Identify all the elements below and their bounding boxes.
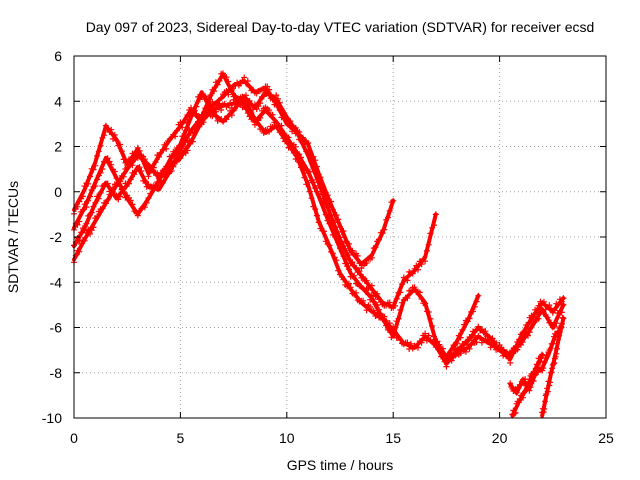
series-trace	[72, 72, 481, 359]
series-satellite-pass-4	[71, 94, 567, 366]
series-plus-markers	[539, 314, 567, 416]
y-tick-label: 0	[54, 184, 62, 200]
x-axis-label: GPS time / hours	[287, 457, 394, 473]
x-tick-label: 10	[279, 430, 295, 446]
y-tick-label: -6	[50, 320, 63, 336]
series-plus-markers	[509, 351, 546, 418]
x-tick-label: 5	[177, 430, 185, 446]
y-axis: -10 -8 -6 -4 -2 0 2 4 6	[42, 48, 606, 426]
series-plus-markers	[71, 94, 567, 365]
y-tick-label: 2	[54, 139, 62, 155]
series-plus-markers	[71, 70, 482, 360]
series-satellite-pass-7	[509, 351, 546, 418]
y-tick-label: 6	[54, 48, 62, 64]
x-tick-label: 20	[492, 430, 508, 446]
x-tick-label: 25	[598, 430, 614, 446]
series-trace	[72, 97, 566, 366]
y-axis-label: SDTVAR / TECUs	[5, 181, 21, 293]
y-tick-label: -2	[50, 229, 63, 245]
x-axis: 0 5 10 15 20 25	[70, 56, 614, 446]
series-plus-markers	[443, 295, 567, 370]
series-satellite-pass-3	[71, 70, 482, 360]
y-tick-label: -8	[50, 365, 63, 381]
chart-title: Day 097 of 2023, Sidereal Day-to-day VTE…	[86, 19, 595, 35]
series-satellite-pass-5	[443, 295, 567, 370]
y-tick-label: -4	[50, 274, 63, 290]
data-series	[71, 70, 567, 418]
x-tick-label: 0	[70, 430, 78, 446]
x-tick-label: 15	[385, 430, 401, 446]
y-tick-label: 4	[54, 93, 62, 109]
series-satellite-pass-8	[539, 314, 567, 418]
grid-lines	[74, 56, 606, 418]
y-tick-label: -10	[42, 410, 62, 426]
